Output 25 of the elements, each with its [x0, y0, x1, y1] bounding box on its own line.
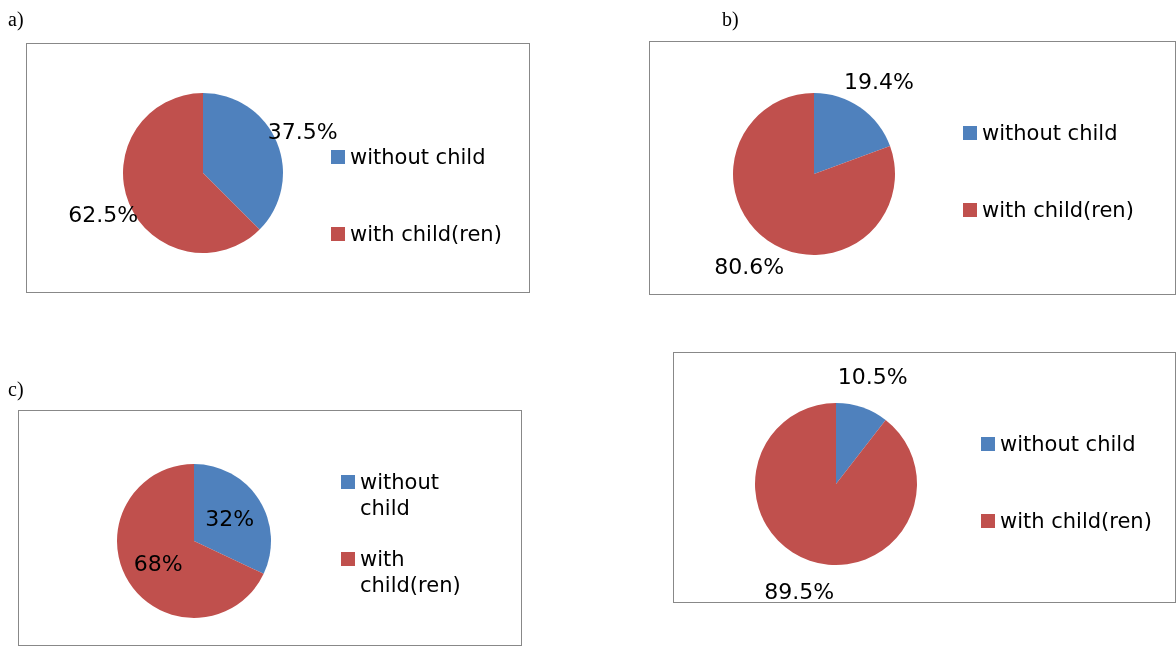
chart-title: a) — [8, 8, 24, 31]
data-label: 62.5% — [68, 201, 139, 227]
pie-slice — [733, 93, 895, 255]
legend-label: without child — [350, 144, 486, 170]
legend-label: with child(ren) — [360, 546, 462, 598]
legend-label: without child — [1000, 431, 1136, 457]
legend-label: with child(ren) — [1000, 508, 1152, 534]
pie-slice — [836, 403, 886, 484]
data-label: 10.5% — [837, 364, 908, 390]
pie-slice — [814, 93, 891, 174]
legend-label: with child(ren) — [350, 221, 502, 247]
chart-title: b) — [722, 8, 739, 31]
data-label: 19.4% — [843, 68, 914, 94]
data-label: 80.6% — [714, 254, 785, 280]
pie-slice — [755, 403, 917, 565]
pie-slice — [117, 464, 264, 618]
data-label: 32% — [205, 505, 255, 531]
chart-title: c) — [8, 378, 24, 401]
pie-slice — [194, 464, 271, 574]
legend-label: without child — [982, 120, 1118, 146]
legend-label: with child(ren) — [982, 197, 1134, 223]
data-label: 68% — [133, 551, 183, 577]
data-label: 89.5% — [764, 578, 835, 604]
legend-label: without child — [360, 469, 440, 521]
data-label: 37.5% — [267, 119, 338, 145]
